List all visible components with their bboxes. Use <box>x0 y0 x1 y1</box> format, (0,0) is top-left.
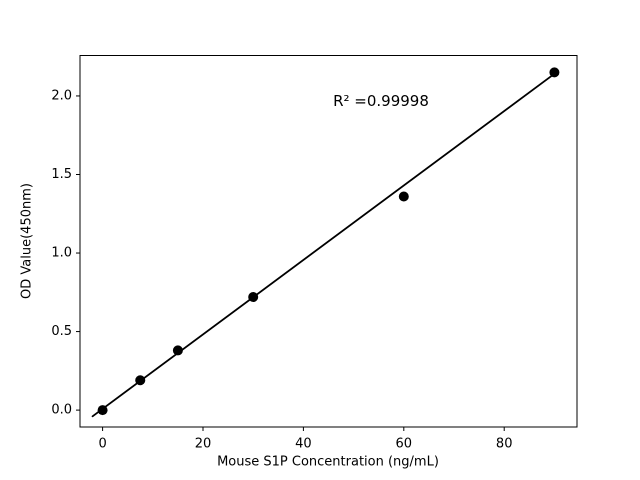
y-axis-label: OD Value(450nm) <box>19 183 35 299</box>
y-tick-label: 1.0 <box>51 246 72 261</box>
data-point <box>172 345 183 356</box>
x-axis-label: Mouse S1P Concentration (ng/mL) <box>217 454 439 470</box>
r-squared-annotation: R² =0.99998 <box>333 92 429 110</box>
data-point <box>398 191 409 202</box>
y-tick-label: 1.5 <box>51 167 72 182</box>
data-point <box>97 405 108 416</box>
fit-line <box>91 71 557 418</box>
y-tick-label: 0.5 <box>51 324 72 339</box>
data-point <box>135 375 146 386</box>
y-tick-label: 2.0 <box>51 88 72 103</box>
data-point <box>248 292 259 303</box>
x-tick-label: 60 <box>396 437 413 452</box>
data-point <box>549 67 560 78</box>
x-tick-label: 40 <box>295 437 312 452</box>
x-tick-label: 20 <box>195 437 212 452</box>
x-tick-label: 80 <box>496 437 513 452</box>
y-tick-label: 0.0 <box>51 403 72 418</box>
plot-frame <box>79 55 578 428</box>
x-tick-label: 0 <box>98 437 106 452</box>
